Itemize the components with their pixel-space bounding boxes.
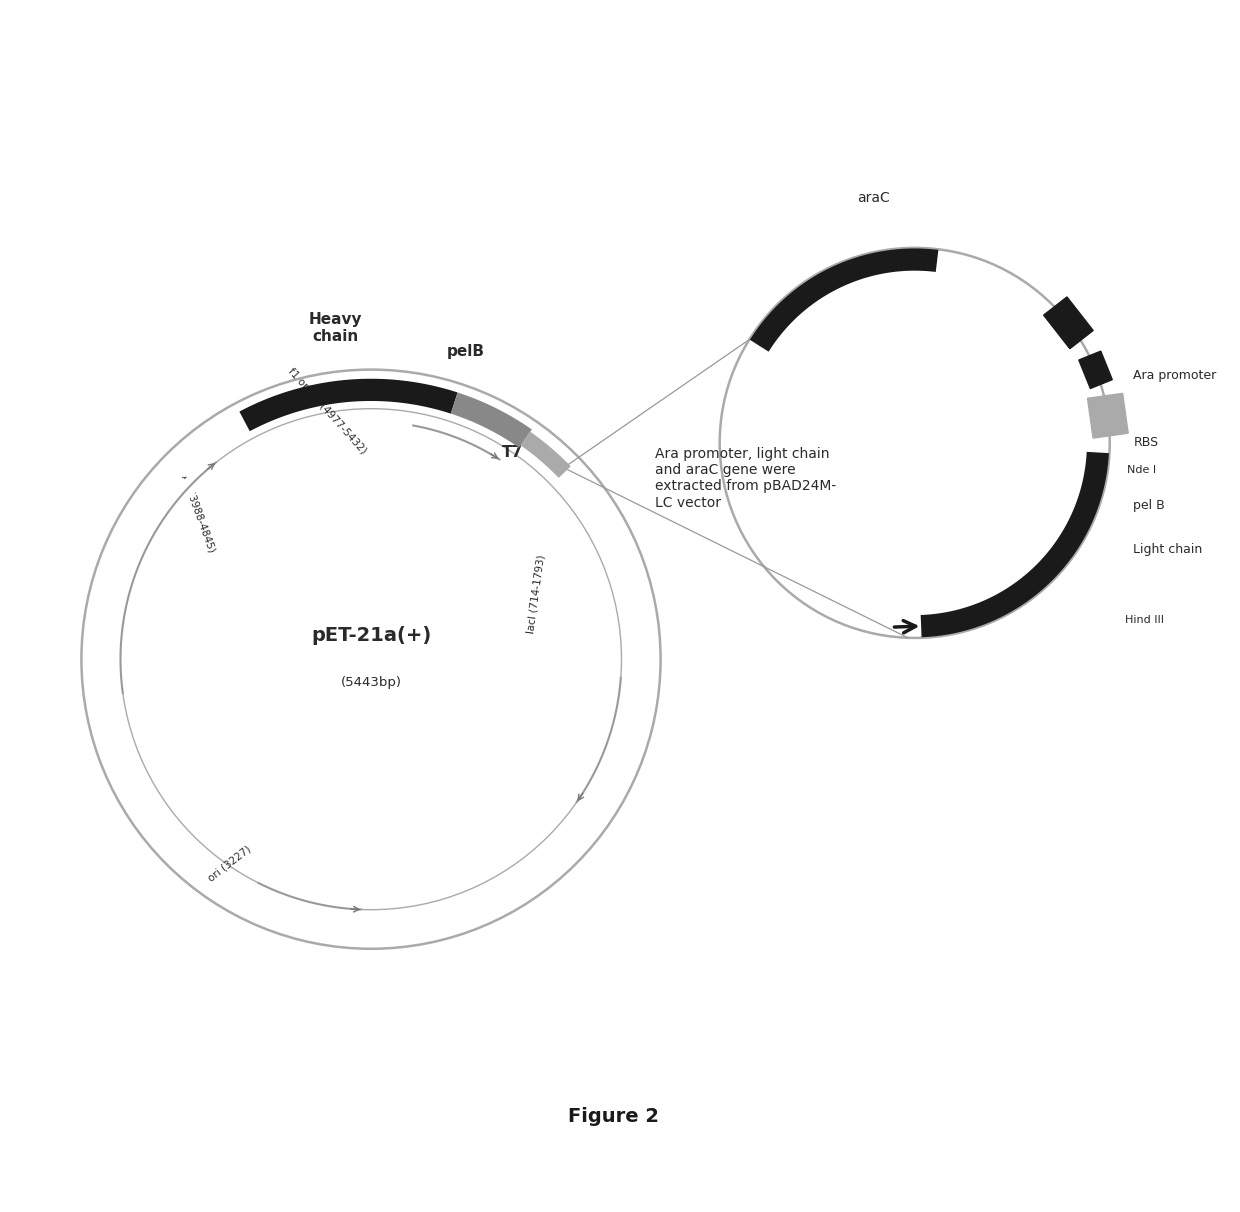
- Text: T7: T7: [502, 445, 523, 459]
- Text: pET-21a(+): pET-21a(+): [311, 627, 432, 645]
- Text: Ara promoter: Ara promoter: [1133, 368, 1216, 382]
- Text: Ara promoter, light chain
and araC gene were
extracted from pBAD24M-
LC vector: Ara promoter, light chain and araC gene …: [655, 447, 836, 509]
- Text: Ap (3988-4845): Ap (3988-4845): [179, 474, 216, 554]
- Text: Figure 2: Figure 2: [568, 1107, 658, 1126]
- Text: RBS: RBS: [1133, 436, 1158, 450]
- Polygon shape: [1079, 351, 1112, 389]
- Text: pelB: pelB: [446, 344, 485, 360]
- Text: pel B: pel B: [1133, 499, 1166, 511]
- Polygon shape: [1044, 297, 1094, 349]
- Text: Hind III: Hind III: [1125, 616, 1164, 625]
- Text: araC: araC: [857, 191, 890, 205]
- Text: (5443bp): (5443bp): [341, 676, 402, 690]
- Text: ori (3227): ori (3227): [206, 844, 253, 884]
- Polygon shape: [1087, 394, 1128, 438]
- Text: lacI (714-1793): lacI (714-1793): [526, 554, 547, 634]
- Text: Heavy
chain: Heavy chain: [309, 311, 362, 344]
- Text: Light chain: Light chain: [1133, 543, 1203, 556]
- Text: f1 origin (4977-5432): f1 origin (4977-5432): [286, 366, 368, 456]
- Text: Nde I: Nde I: [1127, 465, 1157, 475]
